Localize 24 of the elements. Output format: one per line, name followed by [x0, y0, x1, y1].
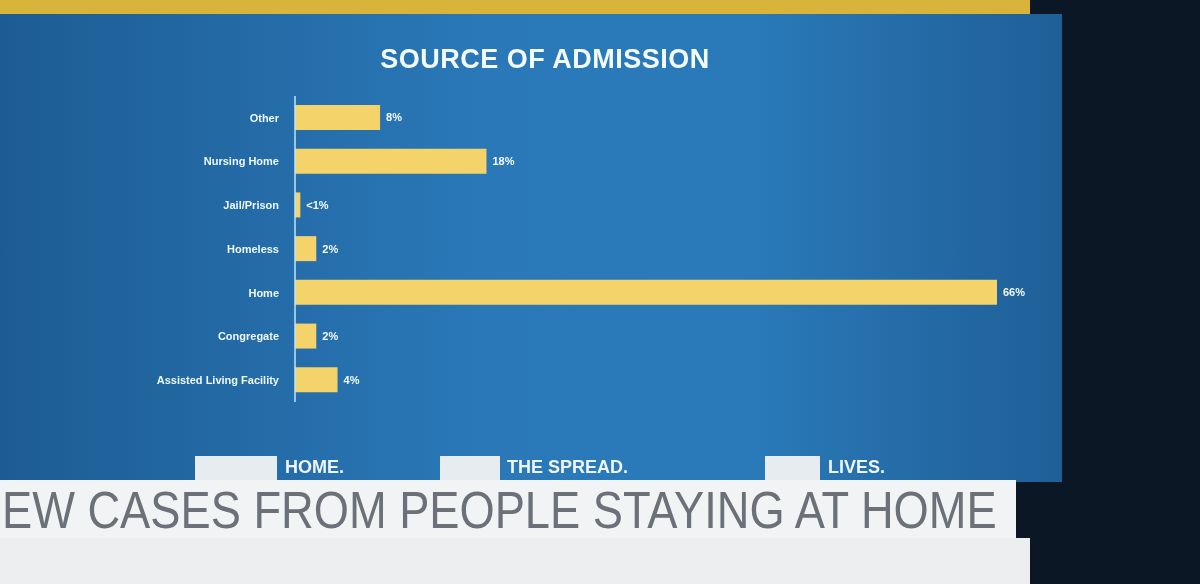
- bar: [295, 323, 317, 349]
- data-label: 18%: [492, 155, 515, 168]
- bar: [295, 367, 338, 393]
- text: LIVES.: [828, 457, 886, 478]
- y-tick-label: Assisted Living Facility: [156, 374, 280, 387]
- y-tick-label: Jail/Prison: [223, 199, 280, 212]
- bar: [295, 148, 487, 174]
- data-label: 8%: [386, 111, 403, 124]
- data-label: 2%: [322, 242, 339, 255]
- bar: [295, 105, 381, 130]
- text: THE SPREAD.: [507, 457, 629, 478]
- data-label: 2%: [322, 329, 339, 342]
- text: HOME.: [285, 457, 345, 478]
- data-label: <1%: [306, 198, 329, 211]
- data-label: 66%: [1003, 286, 1026, 299]
- y-tick-label: Home: [248, 286, 279, 299]
- y-tick-label: Homeless: [227, 242, 279, 255]
- y-tick-label: Other: [249, 111, 280, 124]
- data-label: 4%: [343, 373, 360, 386]
- y-tick-label: Nursing Home: [203, 155, 279, 168]
- bar: [295, 236, 317, 262]
- y-tick-label: Congregate: [217, 330, 279, 343]
- chart-title: SOURCE OF ADMISSION: [379, 44, 711, 75]
- bar: [295, 279, 997, 305]
